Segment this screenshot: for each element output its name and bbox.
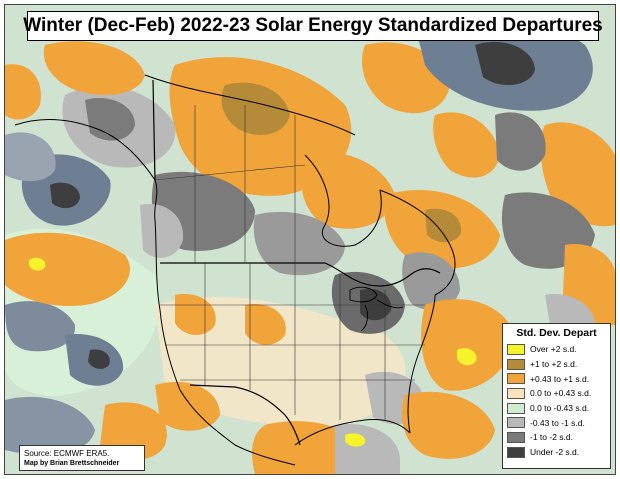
pale-orange-zone xyxy=(155,296,406,426)
orange-bering xyxy=(5,64,41,120)
source-box: Source: ECMWF ERA5. Map by Brian Brettsc… xyxy=(19,445,145,471)
anomaly-field xyxy=(5,14,615,474)
legend-label: Over +2 s.d. xyxy=(530,344,577,355)
legend-label: +0.43 to +1 s.d. xyxy=(530,373,590,384)
dark-gray-greenland xyxy=(475,41,535,86)
boundaries xyxy=(14,74,456,466)
mexico-coast xyxy=(179,389,296,466)
legend-swatch xyxy=(507,446,525,458)
departure-map xyxy=(5,5,615,474)
legend-item: +0.43 to +1 s.d. xyxy=(507,371,606,386)
map-title: Winter (Dec-Feb) 2022-23 Solar Energy St… xyxy=(23,11,603,41)
dark-gray-pacific-spot xyxy=(50,182,80,209)
alaska-coast xyxy=(14,119,158,221)
orange-alaska-north xyxy=(43,41,145,95)
orange-us-central xyxy=(245,304,286,345)
gray-aleutian xyxy=(5,132,56,182)
brown-labrador xyxy=(425,208,462,243)
darkest-great-lakes xyxy=(360,288,392,321)
legend-label: 0.0 to -0.43 s.d. xyxy=(530,403,590,414)
orange-hudson xyxy=(301,152,395,229)
pacific-coast xyxy=(154,219,181,391)
yellow-pacific-spot xyxy=(29,257,46,271)
us-mexico-border xyxy=(189,384,301,446)
author-credit: Map by Brian Brettschneider xyxy=(24,460,120,467)
blue-gray-pacific-south xyxy=(5,301,76,352)
light-gray-western-canada xyxy=(140,204,184,258)
legend-item: Over +2 s.d. xyxy=(507,342,606,357)
canada-arctic-coast xyxy=(144,74,356,136)
orange-atlantic xyxy=(421,299,515,391)
legend-item: Under -2 s.d. xyxy=(507,445,606,460)
gray-prairies xyxy=(253,211,345,276)
gray-greenland-south xyxy=(495,112,546,171)
dark-gray-alaska xyxy=(85,97,135,141)
legend-item: 0.0 to +0.43 s.d. xyxy=(507,386,606,401)
legend-swatch xyxy=(507,373,525,385)
gray-northeast xyxy=(402,252,460,310)
labrador-coast xyxy=(379,189,456,296)
great-lakes xyxy=(349,286,404,332)
canada-us-border xyxy=(160,262,441,287)
orange-us-west xyxy=(175,294,216,335)
map-frame: Winter (Dec-Feb) 2022-23 Solar Energy St… xyxy=(4,4,616,475)
legend-swatch xyxy=(507,417,525,429)
source-text: Source: ECMWF ERA5. xyxy=(24,449,110,458)
blue-gray-pacific-far-south xyxy=(5,396,95,455)
legend-label: 0.0 to +0.43 s.d. xyxy=(530,388,592,399)
orange-atlantic-south xyxy=(401,391,495,459)
legend-label: -1 to -2 s.d. xyxy=(530,432,573,443)
orange-baffin xyxy=(433,112,500,178)
orange-pacific-band xyxy=(5,232,131,306)
legend-item: 0.0 to -0.43 s.d. xyxy=(507,401,606,416)
atlantic-coast xyxy=(407,294,436,434)
legend: Std. Dev. Depart Over +2 s.d. +1 to +2 s… xyxy=(502,323,611,469)
legend-swatch xyxy=(507,343,525,355)
legend-label: -0.43 to -1 s.d. xyxy=(530,417,585,428)
state-lines xyxy=(160,263,425,420)
yellow-atlantic-spot xyxy=(457,348,477,366)
orange-us-southwest xyxy=(155,381,220,431)
brown-canada-north xyxy=(221,82,290,135)
yellow-gulf-spot xyxy=(345,433,366,447)
legend-label: Under -2 s.d. xyxy=(530,447,580,458)
legend-swatch xyxy=(507,431,525,443)
legend-item: -0.43 to -1 s.d. xyxy=(507,415,606,430)
legend-item: +1 to +2 s.d. xyxy=(507,357,606,372)
alaska-canada-border xyxy=(152,79,156,181)
legend-item: -1 to -2 s.d. xyxy=(507,430,606,445)
legend-swatch xyxy=(507,358,525,370)
legend-swatch xyxy=(507,387,525,399)
legend-title: Std. Dev. Depart xyxy=(516,327,597,339)
province-lines xyxy=(154,105,306,263)
hudson-bay-coast xyxy=(304,154,382,247)
legend-label: +1 to +2 s.d. xyxy=(530,359,578,370)
legend-swatch xyxy=(507,402,525,414)
light-gray-atlantic-east xyxy=(545,294,595,333)
gulf-coast xyxy=(294,419,411,446)
dark-gray-pacific-lower xyxy=(88,349,110,369)
